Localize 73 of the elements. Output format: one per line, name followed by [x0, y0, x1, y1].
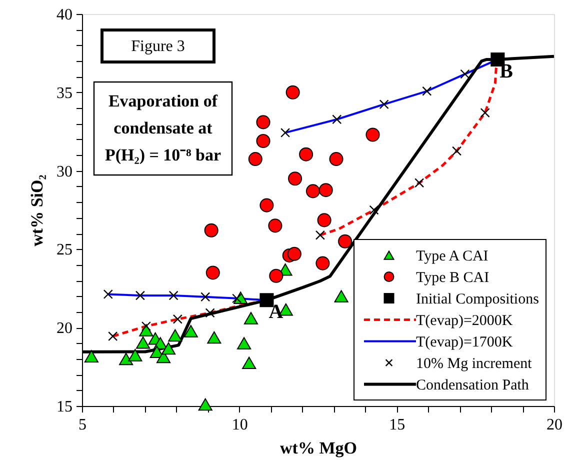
- legend-label: Type B CAI: [416, 270, 490, 286]
- point: [280, 128, 290, 138]
- point: [480, 108, 490, 118]
- legend-label: T(evap)=2000K: [416, 312, 513, 329]
- point: [332, 114, 342, 124]
- point: [206, 266, 220, 280]
- point: [460, 69, 470, 79]
- point: [136, 336, 150, 349]
- x-tick-label: 10: [232, 416, 248, 434]
- legend-label: T(evap)=1700K: [416, 334, 513, 350]
- point: [103, 289, 113, 299]
- x-tick-label: 5: [78, 416, 86, 434]
- point: [168, 329, 182, 342]
- point: [135, 290, 145, 300]
- point: [256, 134, 270, 148]
- annotation: A: [268, 301, 284, 324]
- point: [286, 85, 300, 100]
- point: [316, 256, 330, 270]
- point: [242, 356, 256, 370]
- point: [139, 324, 154, 336]
- point: [334, 290, 348, 302]
- point: [288, 172, 302, 186]
- x-tick-label: 15: [389, 416, 406, 434]
- point: [338, 234, 352, 248]
- point: [452, 146, 462, 156]
- legend-label: 10% Mg increment: [416, 356, 533, 372]
- point: [315, 230, 325, 240]
- point: [306, 184, 320, 198]
- point: [414, 178, 424, 188]
- annotation: Figure 3: [131, 38, 185, 55]
- point: [256, 115, 270, 130]
- y-tick-label: 40: [56, 6, 72, 24]
- point: [108, 331, 118, 342]
- point: [269, 268, 284, 283]
- point: [84, 350, 98, 362]
- point: [207, 331, 222, 344]
- point: [172, 314, 182, 324]
- point: [200, 292, 210, 302]
- point: [237, 337, 252, 350]
- y-tick-label: 35: [56, 84, 72, 102]
- point: [287, 246, 302, 261]
- point: [248, 152, 262, 166]
- annotation: Evaporation of condensate at P(H₂) = 10⁻⁸ bar: [104, 92, 222, 164]
- point: [198, 398, 212, 411]
- point: [260, 198, 274, 212]
- point: [162, 342, 176, 355]
- y-tick-label: 30: [56, 163, 72, 180]
- point: [244, 312, 258, 324]
- point: [156, 350, 171, 364]
- point: [369, 205, 379, 215]
- point: [422, 86, 432, 96]
- point: [299, 147, 314, 162]
- y-tick-label: 25: [56, 242, 72, 259]
- point: [268, 218, 282, 233]
- legend-label: Condensation Path: [416, 377, 530, 394]
- point: [329, 152, 344, 166]
- point: [168, 290, 178, 300]
- point: [317, 213, 332, 228]
- point: [204, 223, 218, 238]
- point: [128, 349, 142, 362]
- x-axis-title: wt% MgO: [280, 438, 357, 458]
- y-tick-label: 15: [56, 398, 72, 416]
- point: [318, 183, 333, 198]
- legend-label: Initial Compositions: [416, 291, 540, 308]
- point: [366, 128, 380, 142]
- point: [205, 308, 215, 318]
- point: [184, 325, 198, 338]
- point: [379, 100, 389, 110]
- legend-label: Type A CAI: [416, 248, 488, 264]
- y-tick-label: 20: [56, 320, 72, 338]
- point: [119, 352, 134, 366]
- y-axis-title: wt% SiO₂: [28, 174, 46, 246]
- x-tick-label: 20: [546, 416, 562, 434]
